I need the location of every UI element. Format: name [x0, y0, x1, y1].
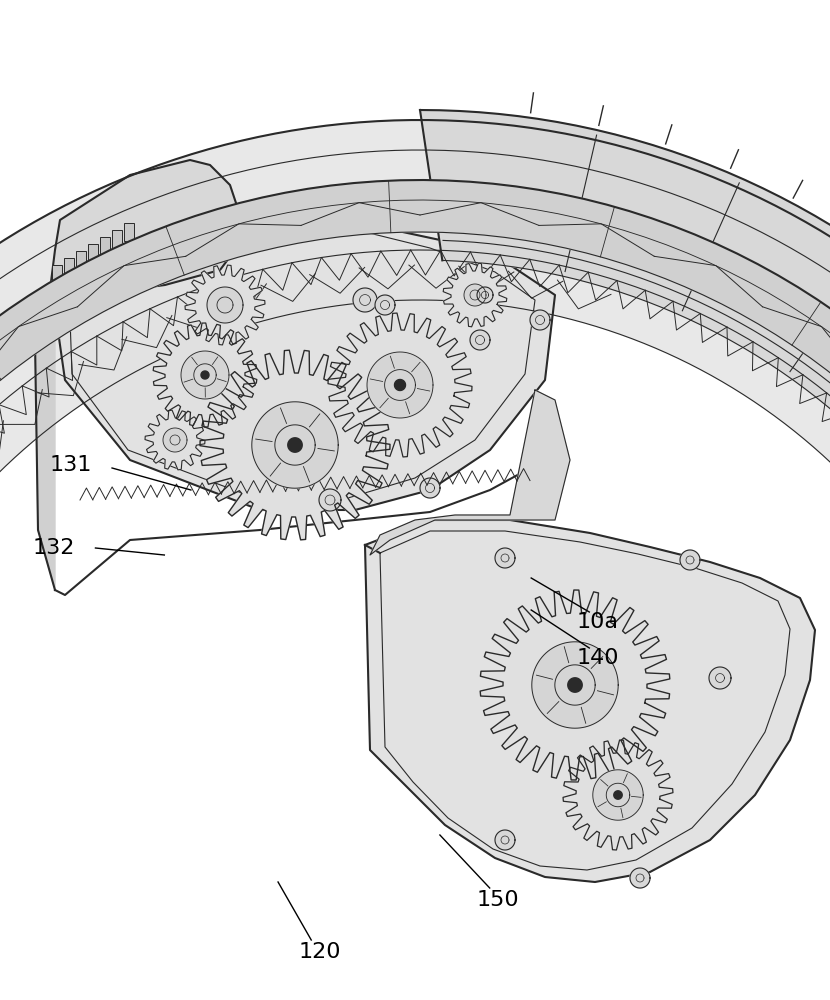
Bar	[76, 251, 86, 269]
Text: 150: 150	[476, 890, 520, 910]
Polygon shape	[394, 380, 406, 390]
Polygon shape	[568, 678, 582, 692]
Polygon shape	[532, 642, 618, 728]
Polygon shape	[193, 364, 216, 386]
Polygon shape	[35, 310, 55, 590]
Polygon shape	[370, 390, 570, 555]
Polygon shape	[384, 370, 415, 400]
Polygon shape	[530, 310, 550, 330]
Polygon shape	[614, 791, 622, 799]
Polygon shape	[443, 263, 507, 327]
Text: 131: 131	[49, 455, 92, 475]
Polygon shape	[464, 284, 486, 306]
Polygon shape	[375, 295, 395, 315]
Polygon shape	[365, 520, 815, 882]
Polygon shape	[55, 225, 555, 510]
Polygon shape	[288, 438, 302, 452]
Polygon shape	[181, 351, 229, 399]
Text: 120: 120	[298, 942, 341, 962]
Polygon shape	[0, 120, 830, 715]
Polygon shape	[495, 830, 515, 850]
Bar	[100, 237, 110, 255]
Polygon shape	[709, 667, 731, 689]
Polygon shape	[319, 489, 341, 511]
Polygon shape	[200, 350, 390, 540]
Polygon shape	[185, 265, 265, 345]
Polygon shape	[251, 402, 338, 488]
Polygon shape	[495, 548, 515, 568]
Bar	[88, 244, 98, 262]
Polygon shape	[593, 770, 643, 820]
Polygon shape	[420, 110, 830, 660]
Bar	[112, 230, 122, 248]
Polygon shape	[328, 313, 472, 457]
Polygon shape	[606, 783, 630, 807]
Polygon shape	[201, 371, 209, 379]
Polygon shape	[163, 428, 187, 452]
Text: 10a: 10a	[577, 612, 618, 632]
Polygon shape	[470, 330, 490, 350]
Polygon shape	[481, 590, 670, 780]
Polygon shape	[353, 288, 377, 312]
Polygon shape	[367, 352, 433, 418]
Polygon shape	[420, 478, 440, 498]
Bar	[52, 265, 62, 283]
Polygon shape	[477, 287, 493, 303]
Polygon shape	[154, 323, 256, 427]
Text: 132: 132	[32, 538, 76, 558]
Polygon shape	[563, 740, 673, 850]
Polygon shape	[50, 160, 240, 310]
Polygon shape	[630, 868, 650, 888]
Polygon shape	[207, 287, 243, 323]
Polygon shape	[275, 425, 315, 465]
Bar	[64, 258, 74, 276]
Polygon shape	[0, 180, 830, 517]
Polygon shape	[145, 410, 205, 470]
Polygon shape	[680, 550, 700, 570]
Polygon shape	[554, 665, 595, 705]
Bar	[124, 223, 134, 241]
Text: 140: 140	[576, 648, 619, 668]
